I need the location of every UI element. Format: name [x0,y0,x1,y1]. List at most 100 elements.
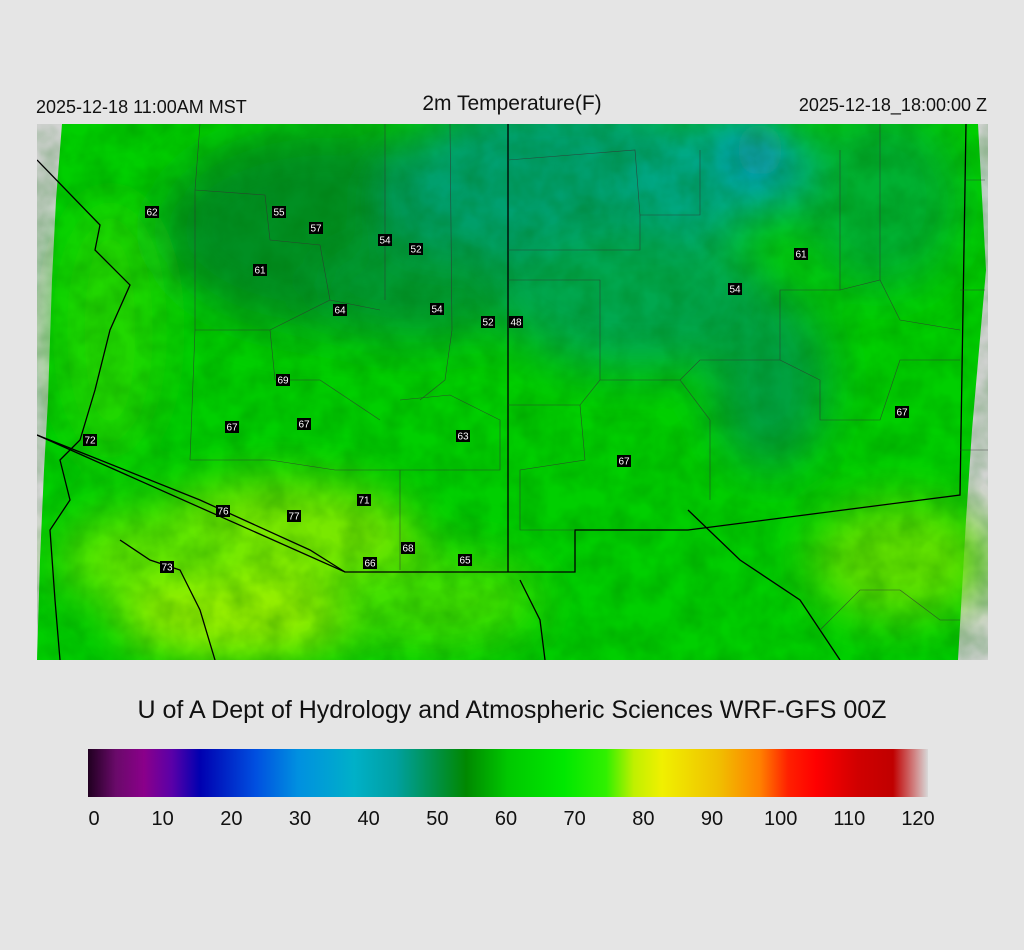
station-label-box [378,234,392,246]
colorbar-tick-label: 40 [357,808,380,830]
station-label-box [297,418,311,430]
station-label-box [309,222,323,234]
station-label-box [363,557,377,569]
station-temperature-label: 71 [358,496,370,507]
station-temperature-label: 48 [510,318,522,329]
station-label-box [895,406,909,418]
station-markers: 62 55 57 54 52 61 64 54 52 48 61 54 69 67 67 72 63 67 67 76… [83,206,909,574]
local-time-label: 2025-12-18 11:00AM MST [36,97,247,117]
coastline [37,159,131,660]
station-marker: 52 [409,243,423,256]
station-temperature-label: 72 [84,436,96,447]
station-marker: 62 [145,206,159,219]
colorbar-tick-label: 110 [833,808,866,830]
station-label-box [509,316,523,328]
colorbar-tick-label: 0 [88,808,100,830]
station-temperature-label: 64 [334,306,346,317]
station-marker: 65 [458,554,472,567]
station-label-box [253,264,267,276]
station-temperature-label: 65 [459,556,471,567]
colorbar-tick-label: 20 [220,808,243,830]
terrain-texture [37,124,988,660]
station-temperature-label: 69 [277,376,289,387]
station-label-box [145,206,159,218]
border-mexico [37,434,346,573]
station-label-box [409,243,423,255]
station-label-box [357,494,371,506]
station-marker: 71 [357,494,371,507]
station-marker: 54 [728,283,742,296]
station-temperature-label: 62 [146,208,158,219]
station-label-box [287,510,301,522]
station-temperature-label: 66 [364,559,376,570]
station-label-box [160,561,174,573]
station-temperature-label: 67 [298,420,310,431]
utc-time-label: 2025-12-18_18:00:00 Z [798,95,987,115]
station-marker: 57 [309,222,323,235]
station-marker: 67 [297,418,311,431]
station-label-box [225,421,239,433]
station-marker: 63 [456,430,470,443]
temperature-field [37,124,988,660]
station-marker: 54 [430,303,444,316]
station-marker: 68 [401,542,415,555]
station-label-box [456,430,470,442]
station-marker: 61 [794,248,808,261]
map-title: 2m Temperature(F) [422,92,602,115]
colorbar-tick-label: 90 [700,808,724,830]
station-label-box [216,505,230,517]
station-temperature-label: 52 [410,245,422,256]
station-label-box [728,283,742,295]
county-lines [189,124,988,631]
station-label-box [794,248,808,260]
colorbar-tick-label: 10 [151,808,174,830]
station-marker: 61 [253,264,267,277]
station-marker: 67 [225,421,239,434]
colorbar-tick-label: 30 [288,808,312,830]
station-temperature-label: 77 [288,512,300,523]
colorbar-tick-label: 50 [426,808,449,830]
station-temperature-label: 54 [379,236,391,247]
colorbar-tick-label: 60 [494,808,518,830]
station-label-box [333,304,347,316]
station-temperature-label: 54 [431,305,443,316]
station-label-box [617,455,631,467]
colorbar [88,749,928,797]
station-marker: 73 [160,561,174,574]
station-temperature-label: 67 [896,408,908,419]
station-temperature-label: 61 [254,266,266,277]
station-temperature-label: 55 [273,208,285,219]
gulf-coast [519,579,546,660]
station-marker: 55 [272,206,286,219]
station-marker: 52 [481,316,495,329]
colorbar-tick-label: 80 [632,808,655,830]
station-label-box [458,554,472,566]
station-label-box [430,303,444,315]
station-marker: 67 [617,455,631,468]
station-marker: 67 [895,406,909,419]
station-marker: 64 [333,304,347,317]
station-label-box [481,316,495,328]
colorbar-tick-label: 120 [901,808,935,830]
station-marker: 66 [363,557,377,570]
station-temperature-label: 68 [402,544,414,555]
station-temperature-label: 67 [226,423,238,434]
station-temperature-label: 54 [729,285,741,296]
station-marker: 72 [83,434,97,447]
colorbar-tick-label: 70 [563,808,586,830]
station-marker: 48 [509,316,523,329]
station-temperature-label: 67 [618,457,630,468]
station-label-box [276,374,290,386]
station-temperature-label: 52 [482,318,494,329]
station-marker: 69 [276,374,290,387]
temperature-map: 62 55 57 54 52 61 64 54 52 48 61 54 69 67 67 72 63 67 67 76… [37,124,988,660]
station-label-box [83,434,97,446]
colorbar-tick-labels: 0 10 20 30 40 50 60 70 80 90 100 110 120 [0,808,1024,838]
colorbar-tick-label: 100 [763,808,798,830]
station-temperature-label: 63 [457,432,469,443]
station-temperature-label: 73 [161,563,173,574]
station-marker: 54 [378,234,392,247]
station-temperature-label: 61 [795,250,807,261]
baja-coast [119,539,216,660]
station-marker: 76 [216,505,230,518]
